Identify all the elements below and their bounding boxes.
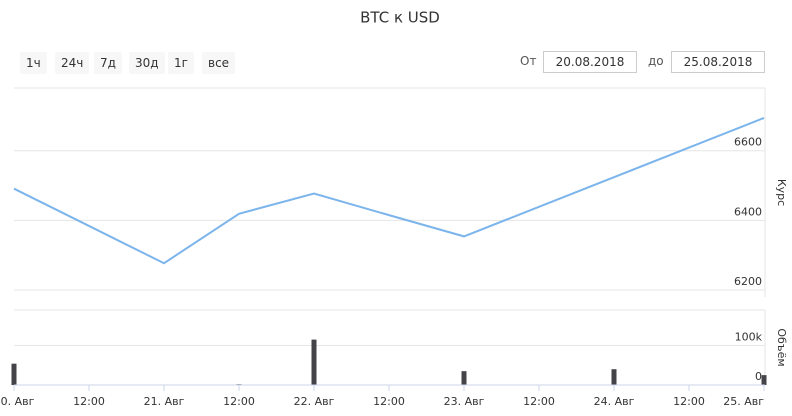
- x-tick-label: 24. Авг: [594, 395, 635, 408]
- volume-bar: [611, 369, 617, 385]
- range-button[interactable]: все: [202, 52, 236, 74]
- x-tick-label: 12:00: [673, 395, 705, 408]
- y-tick-label: 6600: [734, 136, 762, 149]
- x-tick-label: 20. Авг: [0, 395, 35, 408]
- volume-bar: [761, 375, 767, 385]
- x-tick-label: 12:00: [373, 395, 405, 408]
- x-tick-label: 23. Авг: [444, 395, 485, 408]
- y-tick-label: 6200: [734, 275, 762, 288]
- to-label: до: [648, 54, 664, 68]
- x-tick-label: 25. Авг: [723, 395, 764, 408]
- price-line: [13, 117, 765, 265]
- x-tick-label: 21. Авг: [144, 395, 185, 408]
- x-tick-label: 12:00: [223, 395, 255, 408]
- from-input[interactable]: 20.08.2018: [543, 51, 637, 73]
- y-axis-title: Курс: [775, 179, 788, 206]
- volume-bar: [461, 371, 467, 385]
- range-button[interactable]: 1г: [168, 52, 194, 74]
- x-tick-label: 22. Авг: [294, 395, 335, 408]
- x-tick-label: 12:00: [523, 395, 555, 408]
- chart-title: BTC к USD: [360, 9, 440, 27]
- y-axis-title: Объём: [775, 328, 788, 366]
- y-tick-label: 0: [755, 370, 762, 383]
- volume-bar: [11, 363, 17, 385]
- volume-bar: [311, 339, 317, 385]
- to-input[interactable]: 25.08.2018: [671, 51, 765, 73]
- y-tick-label: 6400: [734, 205, 762, 218]
- range-button[interactable]: 1ч: [20, 52, 47, 74]
- y-tick-label: 100k: [735, 331, 763, 344]
- range-button[interactable]: 24ч: [55, 52, 90, 74]
- range-button[interactable]: 7д: [94, 52, 122, 74]
- x-tick-label: 12:00: [73, 395, 105, 408]
- range-button[interactable]: 30д: [129, 52, 165, 74]
- from-label: От: [520, 54, 537, 68]
